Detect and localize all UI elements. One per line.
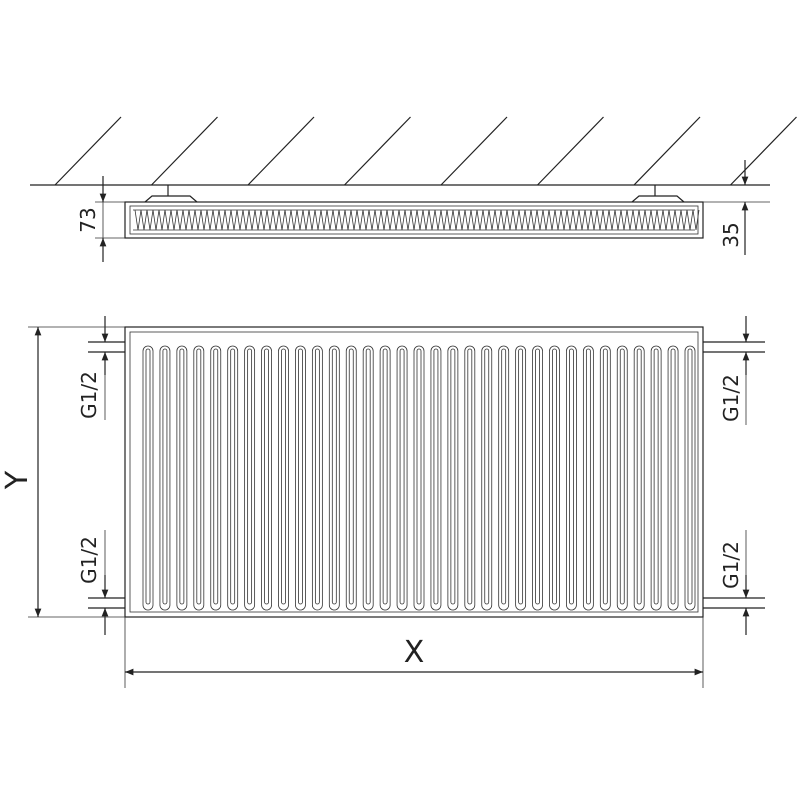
connection-label-bottom-left: G1/2 <box>77 536 101 584</box>
convector-fin-zigzag <box>134 209 700 231</box>
water-channel-inner <box>416 348 422 605</box>
hatch-line <box>151 116 218 186</box>
wall-hatching <box>54 116 797 186</box>
water-channel-inner <box>145 348 151 605</box>
water-channel <box>582 345 594 611</box>
bracket-right <box>631 185 685 203</box>
water-channel <box>345 345 357 611</box>
water-channel-inner <box>501 348 507 605</box>
water-channel-inner <box>399 348 405 605</box>
water-channel <box>396 345 408 611</box>
water-channel <box>193 345 205 611</box>
water-channel <box>549 345 560 611</box>
water-channel-inner <box>298 348 303 605</box>
water-channel <box>599 345 611 611</box>
water-channel-inner <box>585 348 591 605</box>
hatch-line <box>344 116 411 186</box>
radiator-top-outline <box>124 201 704 239</box>
top-view: 73 35 <box>30 116 797 262</box>
water-channel <box>295 345 306 611</box>
radiator-top-inner <box>129 205 699 235</box>
water-channel-inner <box>518 348 524 605</box>
water-channel <box>481 345 493 611</box>
radiator-front-outline <box>124 326 704 618</box>
water-channel-inner <box>230 348 236 605</box>
water-channel-inner <box>196 348 202 605</box>
water-channel <box>447 345 459 611</box>
bracket-left <box>144 185 198 203</box>
water-channel-inner <box>552 348 557 605</box>
water-channel <box>159 345 171 611</box>
water-channels <box>142 345 696 611</box>
water-channel-inner <box>670 348 676 605</box>
water-channel <box>430 345 442 611</box>
water-channel-inner <box>365 348 371 605</box>
hatch-line <box>730 116 797 186</box>
water-channel <box>667 345 679 611</box>
radiator-front-inner <box>129 331 699 613</box>
water-channel-inner <box>619 348 625 605</box>
water-channel-inner <box>314 348 320 605</box>
hatch-line <box>633 116 701 186</box>
water-channel-inner <box>264 348 269 605</box>
water-channel-inner <box>602 348 608 605</box>
height-label: Y <box>0 470 35 490</box>
hatch-line <box>440 116 508 186</box>
water-channel <box>142 345 154 611</box>
water-channel-inner <box>569 348 574 605</box>
water-channel-inner <box>636 348 642 605</box>
depth-label: 73 <box>76 207 100 232</box>
water-channel <box>227 345 239 611</box>
width-label: X <box>404 635 425 670</box>
water-channel <box>684 345 696 611</box>
hatch-line <box>247 116 315 186</box>
connection-label-top-left: G1/2 <box>77 371 101 419</box>
water-channel <box>515 345 527 611</box>
wall-offset-label: 35 <box>719 222 743 247</box>
water-channel-inner <box>653 348 659 605</box>
convector-fins <box>133 209 700 231</box>
water-channel-inner <box>179 348 185 605</box>
water-channel <box>244 345 256 611</box>
water-channel <box>261 345 272 611</box>
water-channel-inner <box>450 348 456 605</box>
water-channel <box>498 345 510 611</box>
connection-label-bottom-right: G1/2 <box>719 541 743 589</box>
water-channel-inner <box>348 348 354 605</box>
hatch-line <box>537 116 604 186</box>
water-channel-inner <box>433 348 439 605</box>
water-channel <box>616 345 628 611</box>
water-channel <box>176 345 188 611</box>
right-connection-stubs <box>703 341 765 609</box>
hatch-line <box>54 116 122 186</box>
water-channel <box>328 345 340 611</box>
water-channel-inner <box>467 348 473 605</box>
water-channel-inner <box>162 348 168 605</box>
water-channel <box>210 345 222 611</box>
water-channel <box>650 345 662 611</box>
water-channel-inner <box>331 348 337 605</box>
water-channel <box>566 345 577 611</box>
water-channel <box>413 345 425 611</box>
water-channel <box>464 345 476 611</box>
water-channel <box>278 345 289 611</box>
water-channel-inner <box>687 348 693 605</box>
water-channel <box>311 345 323 611</box>
water-channel <box>532 345 543 611</box>
water-channel <box>633 345 645 611</box>
water-channel <box>379 345 391 611</box>
water-channel-inner <box>247 348 253 605</box>
water-channel-inner <box>535 348 540 605</box>
water-channel-inner <box>382 348 388 605</box>
water-channel-inner <box>281 348 286 605</box>
water-channel <box>362 345 374 611</box>
front-view: G1/2 G1/2 G1/2 G1/2 Y X <box>0 316 765 688</box>
water-channel-inner <box>213 348 219 605</box>
connection-label-top-right: G1/2 <box>719 374 743 422</box>
water-channel-inner <box>484 348 490 605</box>
